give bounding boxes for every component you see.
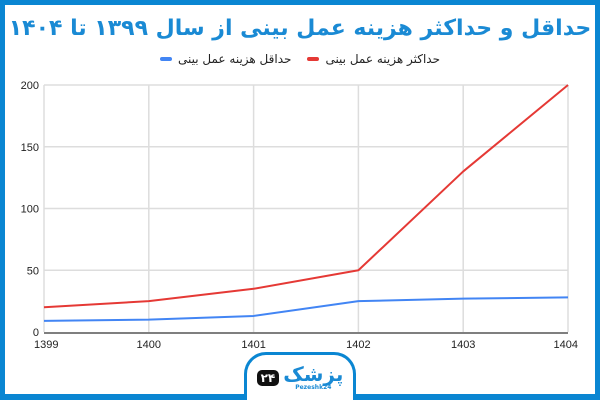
series-line-0 bbox=[43, 84, 569, 309]
x-tick-label: 1402 bbox=[346, 339, 370, 351]
x-tick-label: 1404 bbox=[554, 339, 578, 351]
legend-swatch-red-icon bbox=[307, 57, 320, 61]
legend-item-min: حداقل هزینه عمل بینی bbox=[160, 52, 291, 66]
brand-logo: ۲۴ پزشک Pezeshk24 bbox=[244, 352, 356, 400]
legend-swatch-blue-icon bbox=[160, 57, 172, 61]
legend-item-max: حداکثر هزینه عمل بینی bbox=[307, 52, 440, 66]
chart-tick-labels: 0 50 100 150 200 1399 1400 1401 1402 1403 1404 bbox=[21, 80, 578, 351]
logo-text-en: Pezeshk24 bbox=[295, 384, 332, 391]
x-tick-label: 1401 bbox=[241, 339, 265, 351]
chart-grid bbox=[43, 84, 569, 332]
legend-label-max: حداکثر هزینه عمل بینی bbox=[325, 52, 440, 66]
x-tick-label: 1400 bbox=[137, 339, 161, 351]
legend-label-min: حداقل هزینه عمل بینی bbox=[178, 52, 292, 66]
series-line-1 bbox=[43, 296, 569, 322]
x-tick-label: 1403 bbox=[451, 339, 475, 351]
chart-legend: حداکثر هزینه عمل بینی حداقل هزینه عمل بی… bbox=[0, 52, 600, 66]
y-tick-label: 100 bbox=[21, 204, 39, 216]
y-tick-label: 0 bbox=[33, 327, 39, 339]
logo-text-fa: پزشک bbox=[283, 362, 344, 386]
logo-badge: ۲۴ bbox=[256, 369, 280, 386]
chart-title: حداقل و حداکثر هزینه عمل بینی از سال ۱۳۹… bbox=[8, 16, 592, 41]
x-tick-label: 1399 bbox=[34, 339, 58, 351]
y-tick-label: 200 bbox=[21, 80, 39, 92]
y-tick-label: 150 bbox=[21, 142, 39, 154]
chart-series bbox=[43, 84, 569, 322]
y-tick-label: 50 bbox=[27, 265, 39, 277]
